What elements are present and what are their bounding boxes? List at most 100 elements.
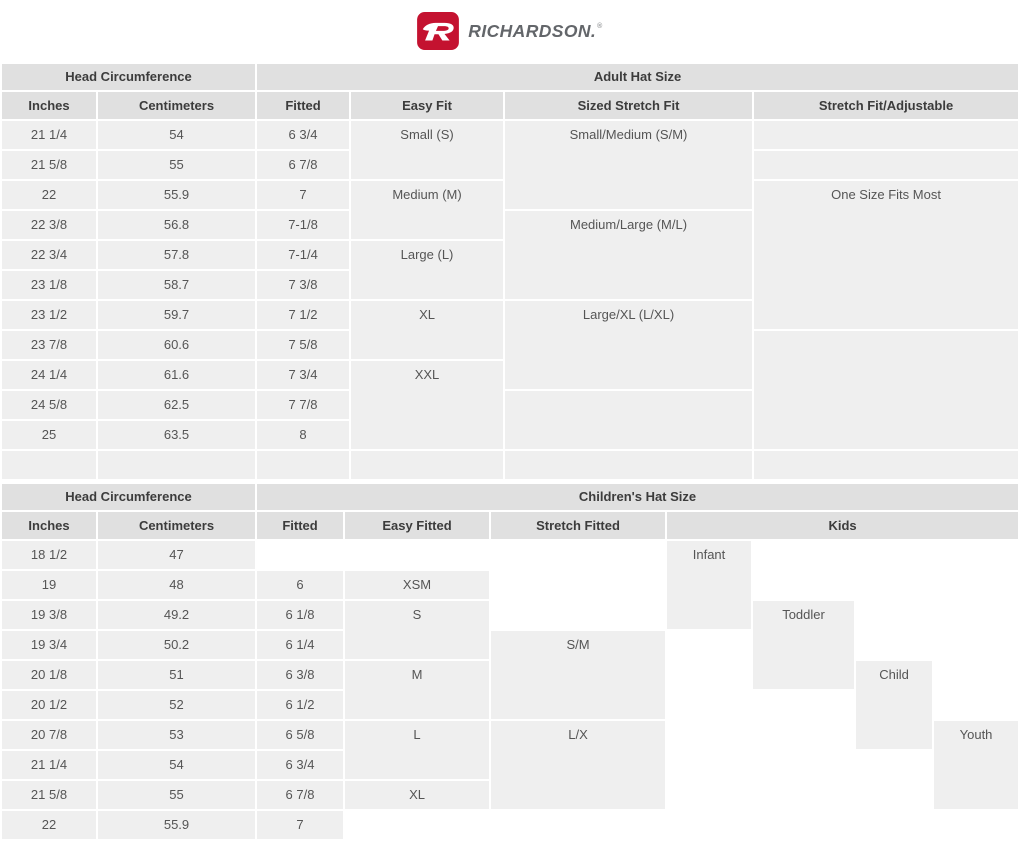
inches-cell: 19 3/4 — [2, 631, 96, 659]
centimeters-cell: 52 — [98, 691, 256, 719]
kids-youth-cell: Youth — [934, 721, 1019, 809]
centimeters-cell: 57.8 — [98, 241, 256, 269]
table-row: 23 1/2 59.7 7 1/2 XL Large/XL (L/XL) — [2, 301, 1018, 389]
table-row: Inches Centimeters Fitted Easy Fitted St… — [2, 512, 1019, 539]
stretch-fitted-cell: S/M — [491, 631, 666, 719]
empty-cell — [257, 541, 344, 569]
centimeters-cell: 61.6 — [98, 361, 256, 389]
centimeters-cell: 55 — [98, 151, 256, 179]
table-row: 21 1/4 54 6 3/4 Small (S) Small/Medium (… — [2, 121, 1019, 209]
empty-cell — [345, 541, 490, 569]
table-row: 22 55.9 7 — [2, 811, 1019, 839]
fitted-cell: 6 1/2 — [257, 691, 344, 719]
inches-cell: 23 7/8 — [2, 331, 96, 359]
inches-cell: 18 1/2 — [2, 541, 96, 569]
kids-child-cell: Child — [856, 661, 933, 749]
easy-fit-cell: Medium (M) — [351, 181, 504, 239]
centimeters-cell: 54 — [98, 751, 256, 779]
stretch-fitted-cell: L/X — [491, 721, 666, 809]
empty-cell — [257, 451, 350, 479]
table-row: 20 7/8 53 6 5/8 L L/X Youth — [2, 721, 1019, 809]
centimeters-column-header: Centimeters — [98, 512, 256, 539]
table-row: 23 1/8 58.7 7 3/8 — [2, 271, 1018, 299]
easy-fitted-cell: S — [345, 601, 490, 659]
head-circumference-header: Head Circumference — [2, 484, 256, 510]
centimeters-cell: 58.7 — [98, 271, 256, 299]
stretch-fitted-column-header: Stretch Fitted — [491, 512, 666, 539]
table-row: Inches Centimeters Fitted Easy Fit Sized… — [2, 92, 1019, 119]
centimeters-cell: 49.2 — [98, 601, 256, 629]
empty-cell — [934, 811, 1019, 839]
easy-fitted-cell: L — [345, 721, 490, 779]
table-row: 22 55.9 7 Medium (M) One Size Fits Most — [2, 181, 1019, 329]
richardson-wordmark: RICHARDSON.® — [468, 21, 602, 41]
fitted-cell: 6 1/8 — [257, 601, 344, 629]
head-circumference-header: Head Circumference — [2, 64, 256, 90]
empty-cell — [345, 811, 490, 839]
fitted-cell: 6 1/4 — [257, 631, 344, 659]
table-row: 24 5/8 62.5 7 7/8 — [2, 391, 1018, 449]
inches-cell: 23 1/2 — [2, 301, 96, 329]
table-row: 21 1/4 54 6 3/4 — [2, 751, 1018, 839]
table-row: 23 7/8 60.6 7 5/8 — [2, 331, 1019, 449]
inches-cell: 20 1/8 — [2, 661, 96, 689]
empty-cell — [934, 541, 1019, 719]
fitted-cell: 7 3/4 — [257, 361, 350, 389]
inches-cell: 24 1/4 — [2, 361, 96, 389]
inches-cell: 19 — [2, 571, 96, 599]
empty-cell — [491, 541, 666, 629]
easy-fitted-cell: XL — [345, 781, 490, 809]
centimeters-cell: 51 — [98, 661, 256, 689]
table-row: Head Circumference Children's Hat Size — [2, 484, 1019, 510]
empty-cell — [491, 811, 666, 839]
fitted-cell: 6 7/8 — [257, 151, 350, 179]
empty-cell — [754, 451, 1019, 479]
fitted-cell: 7-1/8 — [257, 211, 350, 239]
adult-hat-size-header: Adult Hat Size — [257, 64, 1019, 90]
kids-column-header: Kids — [667, 512, 1019, 539]
centimeters-cell: 48 — [98, 571, 256, 599]
empty-cell — [754, 151, 1019, 179]
sized-stretch-fit-cell: Large/XL (L/XL) — [505, 301, 753, 389]
stretch-fit-adjustable-cell: One Size Fits Most — [754, 181, 1019, 329]
centimeters-cell: 60.6 — [98, 331, 256, 359]
fitted-column-header: Fitted — [257, 512, 344, 539]
table-row: Head Circumference Adult Hat Size — [2, 64, 1019, 90]
empty-cell — [505, 451, 753, 479]
table-row: 20 1/8 51 6 3/8 M Child — [2, 661, 1018, 749]
empty-cell — [754, 121, 1019, 149]
empty-cell — [2, 451, 96, 479]
empty-cell — [754, 331, 1019, 449]
fitted-cell: 7 — [257, 181, 350, 209]
easy-fitted-column-header: Easy Fitted — [345, 512, 490, 539]
centimeters-cell: 47 — [98, 541, 256, 569]
fitted-cell: 8 — [257, 421, 350, 449]
centimeters-cell: 62.5 — [98, 391, 256, 419]
table-row: 22 3/4 57.8 7-1/4 Large (L) — [2, 241, 1018, 299]
sized-stretch-fit-cell: Small/Medium (S/M) — [505, 121, 753, 209]
empty-cell — [856, 541, 933, 659]
inches-cell: 22 — [2, 181, 96, 209]
table-row: 25 63.5 8 — [2, 421, 1018, 449]
fitted-cell: 7 3/8 — [257, 271, 350, 299]
table-row: 21 5/8 55 6 7/8 XL — [2, 781, 1018, 809]
empty-cell — [351, 451, 504, 479]
easy-fitted-cell: XSM — [345, 571, 490, 599]
table-row — [2, 451, 1019, 479]
fitted-cell: 7 7/8 — [257, 391, 350, 419]
easy-fit-cell: Small (S) — [351, 121, 504, 179]
fitted-cell: 6 7/8 — [257, 781, 344, 809]
centimeters-cell: 63.5 — [98, 421, 256, 449]
easy-fit-cell: Large (L) — [351, 241, 504, 299]
inches-cell: 22 3/8 — [2, 211, 96, 239]
table-row: 20 1/2 52 6 1/2 — [2, 691, 1018, 839]
table-row: 19 3/8 49.2 6 1/8 S Toddler — [2, 601, 1018, 689]
centimeters-cell: 59.7 — [98, 301, 256, 329]
sized-stretch-fit-cell: Medium/Large (M/L) — [505, 211, 753, 299]
registered-trademark-symbol: ® — [597, 23, 603, 31]
empty-cell — [753, 691, 855, 839]
table-row: 19 48 6 XSM — [2, 571, 1018, 599]
table-row: 22 3/8 56.8 7-1/8 Medium/Large (M/L) — [2, 211, 1018, 299]
centimeters-cell: 55.9 — [98, 181, 256, 209]
inches-column-header: Inches — [2, 92, 96, 119]
